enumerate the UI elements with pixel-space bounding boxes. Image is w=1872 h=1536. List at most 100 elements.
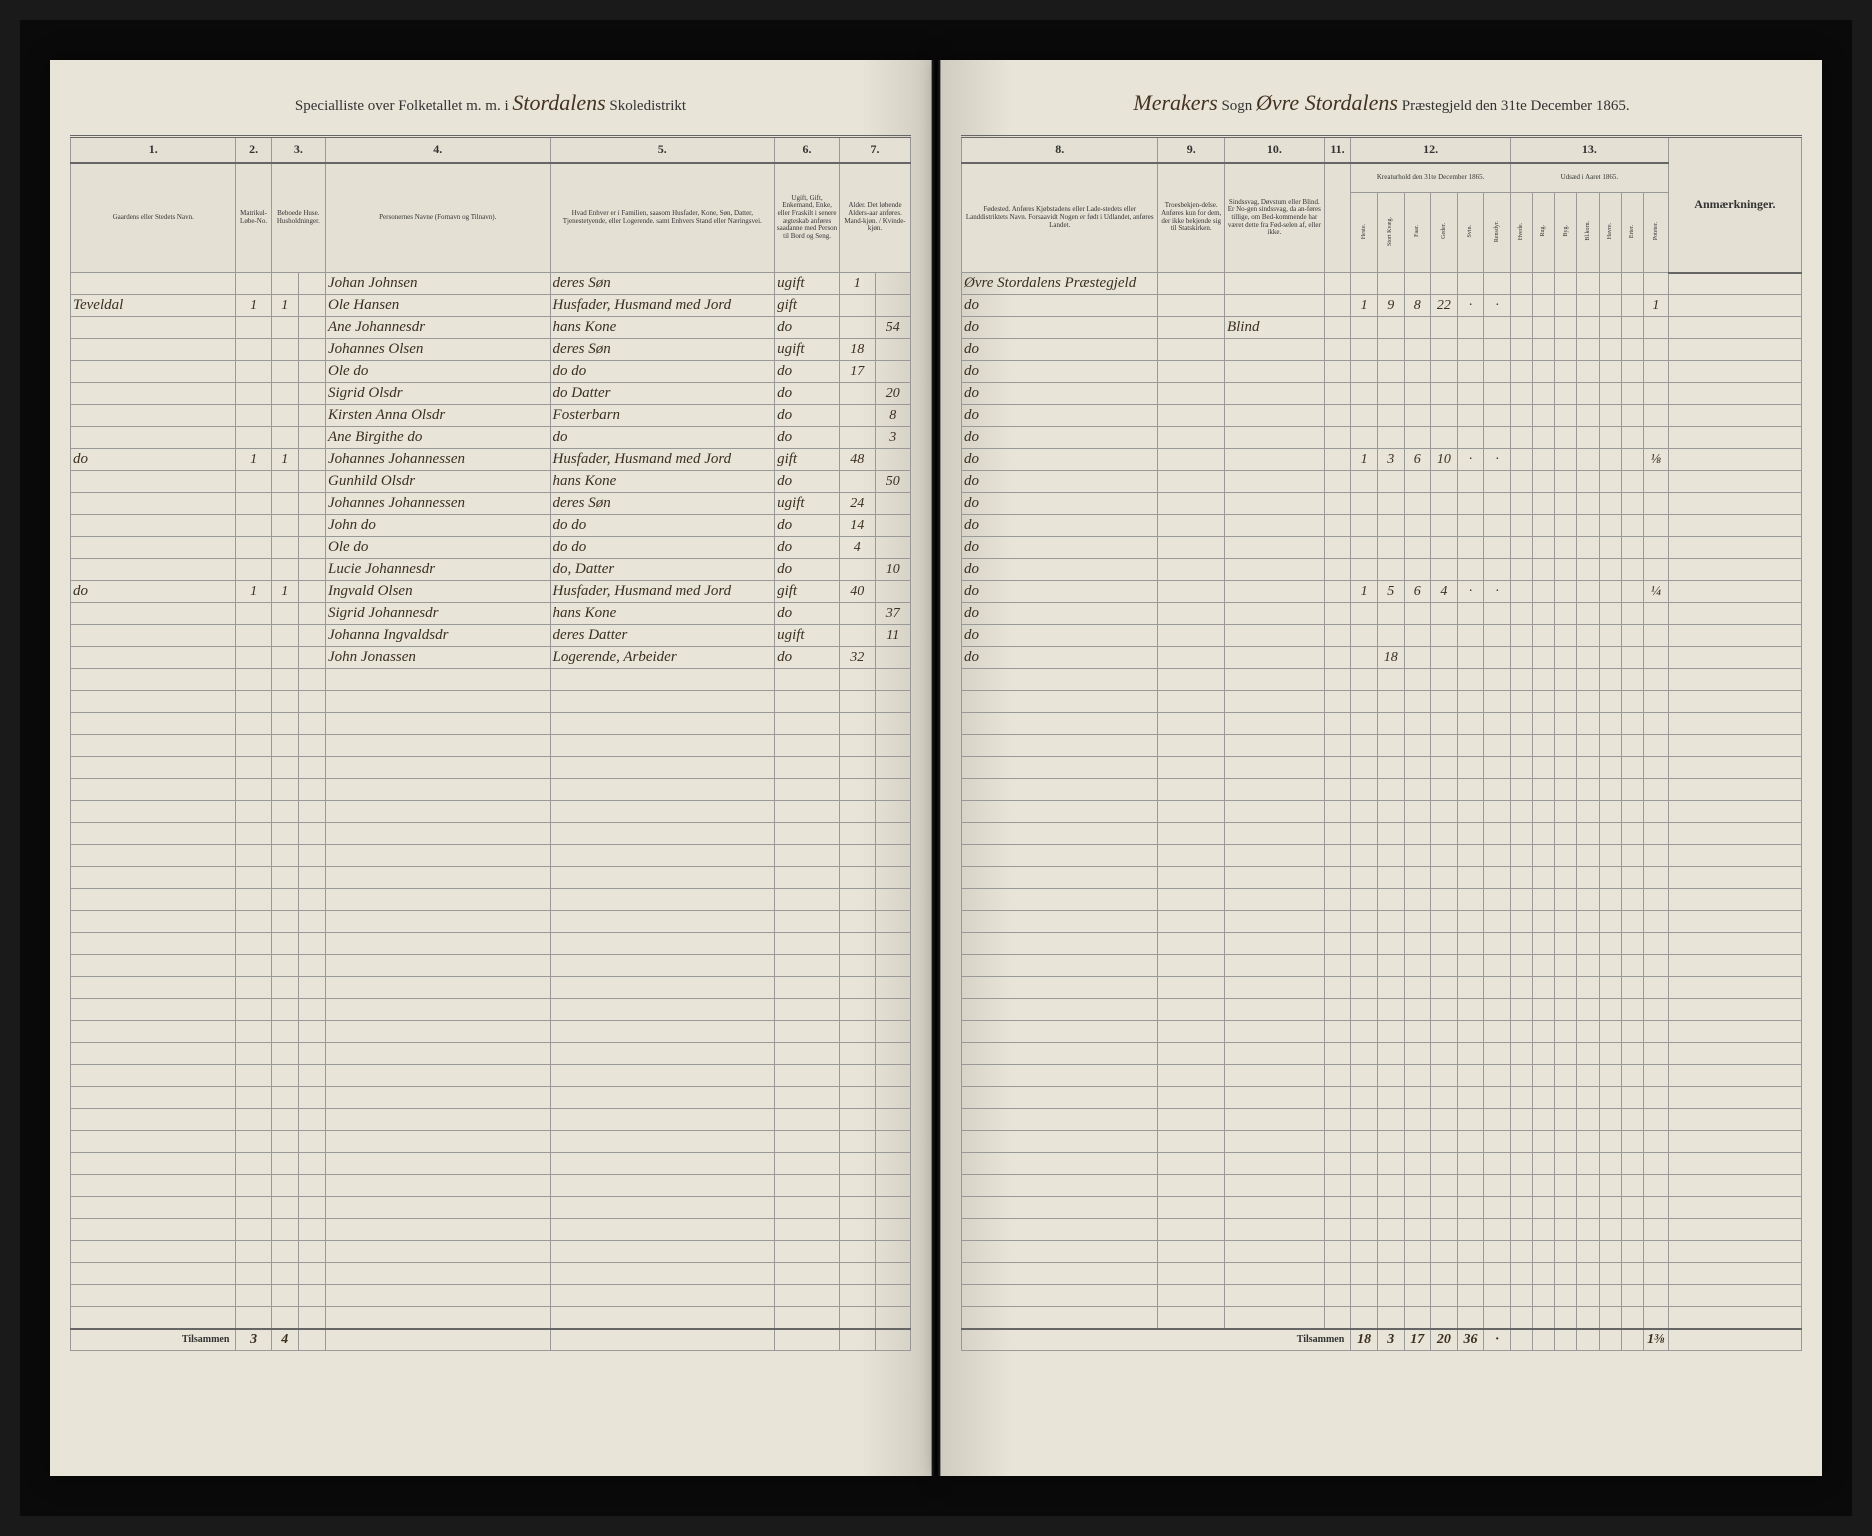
cell bbox=[840, 427, 875, 449]
cell: Husfader, Husmand med Jord bbox=[550, 449, 775, 471]
col-num: 8. bbox=[962, 137, 1158, 163]
col-head bbox=[1324, 163, 1351, 273]
blank-row bbox=[71, 669, 911, 691]
col-num: 13. bbox=[1510, 137, 1668, 163]
cell bbox=[840, 603, 875, 625]
cell: gift bbox=[775, 581, 840, 603]
cell bbox=[71, 405, 236, 427]
col-subhead: Rensdyr. bbox=[1484, 193, 1511, 273]
cell bbox=[298, 361, 325, 383]
blank-row bbox=[962, 1219, 1802, 1241]
cell bbox=[875, 647, 911, 669]
table-row: do13610··⅛ bbox=[962, 449, 1802, 471]
cell bbox=[840, 559, 875, 581]
blank-row bbox=[71, 1219, 911, 1241]
blank-row bbox=[71, 889, 911, 911]
cell: Johannes Johannessen bbox=[326, 493, 551, 515]
cell: 1 bbox=[236, 449, 271, 471]
blank-row bbox=[71, 1285, 911, 1307]
cell: Johan Johnsen bbox=[326, 273, 551, 295]
col-num: 10. bbox=[1224, 137, 1324, 163]
cell: 1 bbox=[236, 581, 271, 603]
cell: deres Søn bbox=[550, 339, 775, 361]
table-row: Ole dodo dodo17 bbox=[71, 361, 911, 383]
cell: 1 bbox=[271, 449, 298, 471]
header-parish: Øvre Stordalens bbox=[1256, 90, 1398, 115]
col-subhead: Poteter. bbox=[1643, 193, 1668, 273]
left-header: Specialliste over Folketallet m. m. i St… bbox=[70, 90, 911, 120]
totals-row: Tilsammen34 bbox=[71, 1329, 911, 1351]
blank-row bbox=[962, 669, 1802, 691]
col-head: Personernes Navne (Fornavn og Tilnavn). bbox=[326, 163, 551, 273]
table-row: John dodo dodo14 bbox=[71, 515, 911, 537]
cell: deres Søn bbox=[550, 273, 775, 295]
cell bbox=[236, 625, 271, 647]
cell bbox=[271, 383, 298, 405]
cell: ugift bbox=[775, 339, 840, 361]
cell bbox=[236, 647, 271, 669]
col-num: 9. bbox=[1158, 137, 1225, 163]
blank-row bbox=[962, 1197, 1802, 1219]
cell bbox=[271, 603, 298, 625]
table-row: Johanna Ingvaldsdrderes Datterugift11 bbox=[71, 625, 911, 647]
right-page: Merakers Sogn Øvre Stordalens Præstegjel… bbox=[940, 60, 1822, 1476]
col-head: Ugift, Gift, Enkemand, Enke, eller Frask… bbox=[775, 163, 840, 273]
cell: Husfader, Husmand med Jord bbox=[550, 581, 775, 603]
cell bbox=[875, 493, 911, 515]
blank-row bbox=[962, 1021, 1802, 1043]
col-head: Fødested. Anføres Kjøbstadens eller Lade… bbox=[962, 163, 1158, 273]
blank-row bbox=[962, 955, 1802, 977]
col-subhead: Hvede. bbox=[1510, 193, 1532, 273]
cell bbox=[840, 471, 875, 493]
blank-row bbox=[962, 1307, 1802, 1329]
cell bbox=[236, 427, 271, 449]
table-row: do bbox=[962, 515, 1802, 537]
blank-row bbox=[71, 933, 911, 955]
cell bbox=[236, 493, 271, 515]
cell bbox=[271, 317, 298, 339]
cell: Ingvald Olsen bbox=[326, 581, 551, 603]
blank-row bbox=[962, 999, 1802, 1021]
blank-row bbox=[71, 1263, 911, 1285]
cell bbox=[298, 405, 325, 427]
cell bbox=[71, 647, 236, 669]
cell bbox=[875, 339, 911, 361]
cell: Teveldal bbox=[71, 295, 236, 317]
cell: Kirsten Anna Olsdr bbox=[326, 405, 551, 427]
blank-row bbox=[962, 1263, 1802, 1285]
cell bbox=[71, 383, 236, 405]
table-row: Johannes Johannessenderes Sønugift24 bbox=[71, 493, 911, 515]
table-row: Sigrid Johannesdrhans Konedo37 bbox=[71, 603, 911, 625]
table-row: do bbox=[962, 625, 1802, 647]
blank-row bbox=[962, 713, 1802, 735]
cell: do bbox=[775, 603, 840, 625]
cell bbox=[236, 559, 271, 581]
col-subhead: Havre. bbox=[1599, 193, 1621, 273]
cell: 3 bbox=[875, 427, 911, 449]
blank-row bbox=[71, 823, 911, 845]
cell: deres Datter bbox=[550, 625, 775, 647]
cell bbox=[71, 427, 236, 449]
table-row: do bbox=[962, 405, 1802, 427]
cell: 10 bbox=[875, 559, 911, 581]
cell: hans Kone bbox=[550, 603, 775, 625]
col-num: 11. bbox=[1324, 137, 1351, 163]
table-row: Gunhild Olsdrhans Konedo50 bbox=[71, 471, 911, 493]
blank-row bbox=[962, 801, 1802, 823]
header-pre: Specialliste over Folketallet m. m. i bbox=[295, 98, 509, 114]
cell: Ane Birgithe do bbox=[326, 427, 551, 449]
blank-row bbox=[962, 933, 1802, 955]
cell: do do bbox=[550, 361, 775, 383]
cell bbox=[271, 559, 298, 581]
cell bbox=[236, 537, 271, 559]
cell bbox=[298, 339, 325, 361]
right-table: 8.9.10.11.12.13.Anmærkninger.Fødested. A… bbox=[961, 135, 1802, 1351]
col-head: Alder. Det løbende Alders-aar anføres. M… bbox=[840, 163, 911, 273]
census-book: Specialliste over Folketallet m. m. i St… bbox=[20, 20, 1852, 1516]
table-row: Kirsten Anna OlsdrFosterbarndo8 bbox=[71, 405, 911, 427]
totals-label: Tilsammen bbox=[71, 1329, 236, 1351]
table-row: Øvre Stordalens Præstegjeld bbox=[962, 273, 1802, 295]
col-num: 12. bbox=[1351, 137, 1511, 163]
table-row: do11Johannes JohannessenHusfader, Husman… bbox=[71, 449, 911, 471]
cell bbox=[236, 317, 271, 339]
